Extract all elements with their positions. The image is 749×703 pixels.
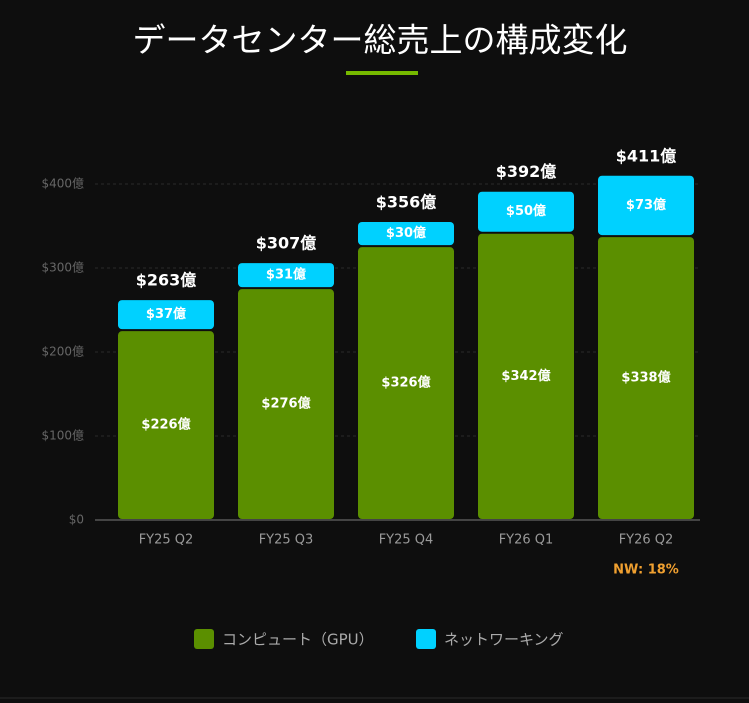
x-tick-label: FY25 Q4 <box>379 533 434 548</box>
data-label: $338億 <box>621 370 670 386</box>
annotation: NW: 18% <box>613 563 679 578</box>
data-label: $73億 <box>626 197 666 213</box>
bar-segment <box>478 191 574 232</box>
y-tick-label: $0 <box>69 513 84 527</box>
y-tick-label: $300億 <box>41 261 84 275</box>
y-tick-label: $200億 <box>41 345 84 359</box>
bar-segment <box>358 247 454 519</box>
data-label: $50億 <box>506 203 546 219</box>
legend-swatch <box>194 629 214 649</box>
legend-swatch <box>416 629 436 649</box>
bar-segment <box>118 300 214 330</box>
data-label: $276億 <box>261 396 310 412</box>
total-label: $307億 <box>256 234 317 253</box>
legend-label: コンピュート（GPU） <box>222 631 374 649</box>
x-tick-label: FY25 Q3 <box>259 533 314 548</box>
data-label: $37億 <box>146 306 186 322</box>
bar-segment <box>598 175 694 236</box>
total-label: $263億 <box>136 271 197 290</box>
x-tick-label: FY26 Q1 <box>499 533 554 548</box>
data-label: $31億 <box>266 267 306 283</box>
chart-title: データセンター総売上の構成変化 <box>133 21 628 60</box>
total-label: $356億 <box>376 192 437 211</box>
bar-segment <box>358 221 454 246</box>
x-tick-label: FY26 Q2 <box>619 533 674 548</box>
bar-segment <box>238 289 334 519</box>
data-label: $326億 <box>381 375 430 391</box>
bar-segment <box>118 331 214 519</box>
y-tick-label: $400億 <box>41 177 84 191</box>
legend-label: ネットワーキング <box>444 631 564 649</box>
data-label: $30億 <box>386 225 426 241</box>
bar-segment <box>478 233 574 519</box>
y-tick-label: $100億 <box>41 429 84 443</box>
title-underline <box>346 71 418 75</box>
bar-segment <box>598 237 694 519</box>
total-label: $392億 <box>496 162 557 181</box>
data-label: $342億 <box>501 368 550 384</box>
x-tick-label: FY25 Q2 <box>139 533 194 548</box>
total-label: $411億 <box>616 146 677 165</box>
bar-segment <box>238 263 334 288</box>
data-label: $226億 <box>141 417 190 433</box>
